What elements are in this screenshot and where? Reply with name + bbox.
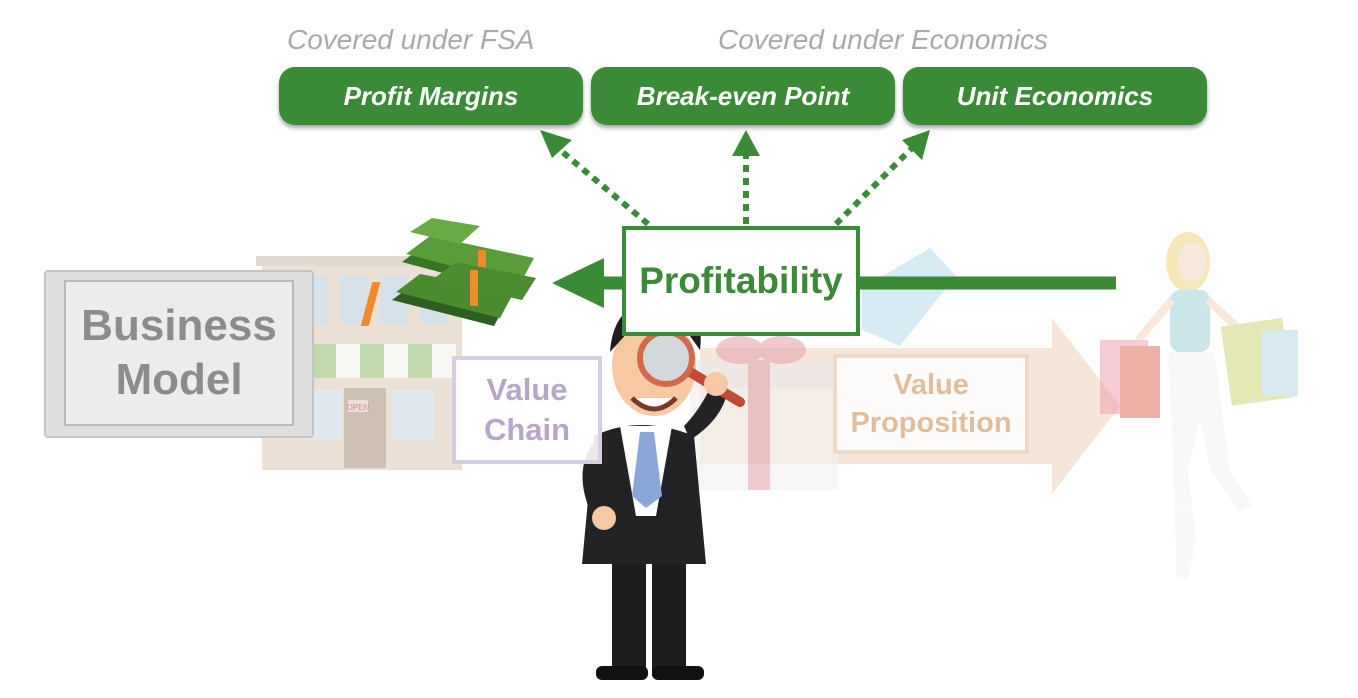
money-stack-icon	[360, 218, 536, 326]
value-proposition-line2: Proposition	[850, 407, 1012, 439]
caption-economics: Covered under Economics	[718, 24, 1048, 55]
dotted-arrow-margins	[558, 147, 650, 227]
value-chain-box: Value Chain	[452, 356, 602, 464]
caption-fsa: Covered under FSA	[287, 24, 535, 55]
price-tag-icon	[862, 248, 956, 346]
store-sign-text: OPEN	[347, 403, 370, 412]
value-chain-line1: Value	[486, 372, 568, 407]
value-proposition-box: Value Proposition	[833, 354, 1029, 454]
business-model-line2: Model	[115, 355, 243, 404]
metric-unit-economics: Unit Economics	[903, 67, 1207, 125]
business-model-line1: Business	[81, 301, 277, 350]
business-model-box: Business Model	[64, 280, 294, 426]
metric-break-even-point: Break-even Point	[591, 67, 895, 125]
shopper-woman-icon	[1100, 232, 1298, 580]
profitability-box: Profitability	[622, 226, 860, 336]
profitability-label: Profitability	[639, 260, 843, 301]
value-chain-line2: Chain	[483, 412, 571, 447]
metric-profit-margins: Profit Margins	[279, 67, 583, 125]
businessman-magnifier-icon	[582, 299, 745, 680]
dotted-arrow-unit	[833, 145, 915, 227]
left-arrow-head	[552, 258, 604, 308]
value-proposition-line1: Value	[893, 369, 969, 401]
